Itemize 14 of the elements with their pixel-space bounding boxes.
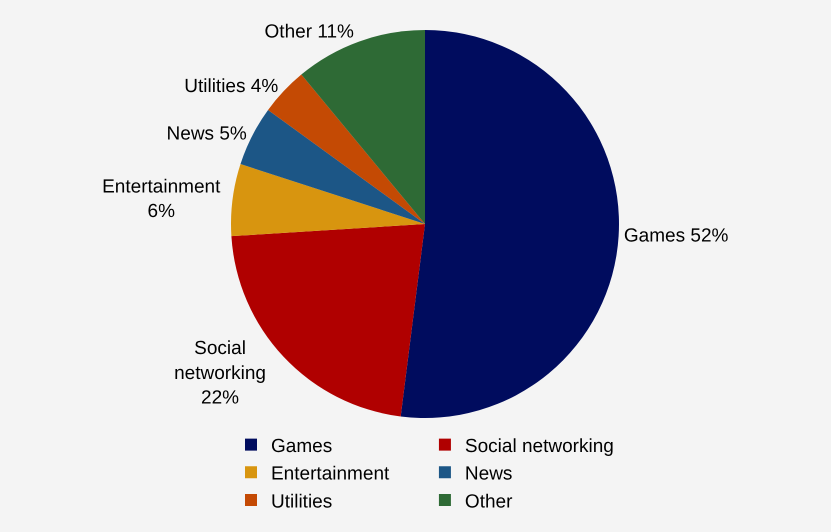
legend-label: Social networking <box>464 436 614 458</box>
legend-label: Utilities <box>271 491 332 512</box>
category-label: Other 11% <box>264 22 354 43</box>
legend-label: Games <box>271 436 332 458</box>
legend-label: News <box>464 464 512 485</box>
category-label: Games 52% <box>624 226 728 247</box>
legend-label: Entertainment <box>271 464 390 485</box>
legend-label: Other <box>464 491 514 512</box>
data-label: 22% <box>201 387 240 408</box>
category-label: Utilities 4% <box>184 76 278 97</box>
data-label: 6% <box>148 201 176 222</box>
slice-label: Entertainment <box>102 176 222 198</box>
category-label: News 5% <box>166 123 247 144</box>
slice-label: Social networking <box>174 338 266 384</box>
